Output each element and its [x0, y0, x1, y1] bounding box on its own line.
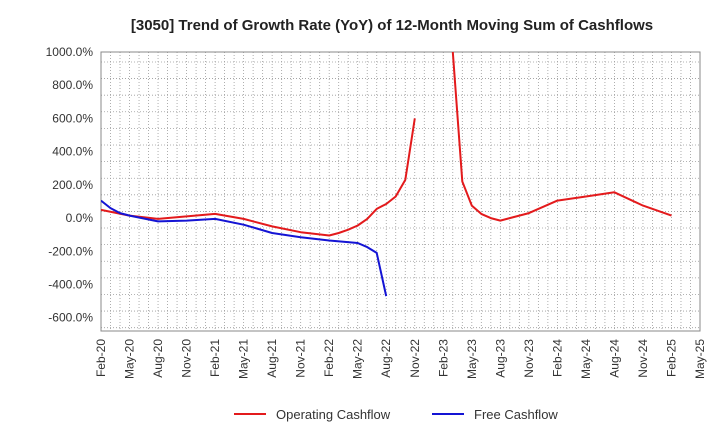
- series-line-operating-cashflow: [451, 51, 672, 222]
- x-tick-label: Nov-22: [408, 339, 422, 378]
- x-tick-label: May-23: [465, 339, 479, 379]
- legend-label: Operating Cashflow: [276, 407, 391, 422]
- x-tick-label: May-22: [351, 339, 365, 379]
- grid: [101, 52, 700, 331]
- y-tick-label: 400.0%: [52, 145, 93, 159]
- x-tick-label: Aug-23: [493, 339, 507, 378]
- x-tick-label: Feb-24: [550, 339, 564, 377]
- x-tick-label: May-20: [123, 339, 137, 379]
- x-tick-label: Feb-23: [436, 339, 450, 377]
- x-tick-label: May-25: [693, 339, 707, 379]
- y-tick-label: -200.0%: [48, 244, 93, 258]
- x-tick-label: Aug-22: [379, 339, 393, 378]
- x-tick-label: Feb-25: [664, 339, 678, 377]
- y-tick-label: 0.0%: [66, 211, 94, 225]
- y-tick-label: -600.0%: [48, 311, 93, 325]
- chart-title: [3050] Trend of Growth Rate (YoY) of 12-…: [131, 17, 653, 34]
- x-tick-label: Nov-21: [294, 339, 308, 378]
- legend-label: Free Cashflow: [474, 407, 558, 422]
- x-tick-label: Feb-22: [322, 339, 336, 377]
- x-tick-label: May-24: [579, 339, 593, 379]
- y-tick-label: 600.0%: [52, 111, 93, 125]
- x-tick-label: Nov-24: [636, 339, 650, 378]
- y-tick-label: 200.0%: [52, 178, 93, 192]
- x-tick-label: May-21: [237, 339, 251, 379]
- x-tick-label: Feb-20: [94, 339, 108, 377]
- legend: Operating Cashflow Free Cashflow: [234, 407, 558, 422]
- series-lines: [101, 51, 672, 297]
- y-tick-label: -400.0%: [48, 278, 93, 292]
- y-tick-label: 1000.0%: [46, 45, 94, 59]
- x-tick-label: Feb-21: [208, 339, 222, 377]
- x-tick-label: Aug-21: [265, 339, 279, 378]
- x-tick-label: Aug-24: [607, 339, 621, 378]
- x-tick-label: Nov-20: [180, 339, 194, 378]
- series-line-free-cashflow: [101, 199, 388, 297]
- x-axis: Feb-20 May-20 Aug-20 Nov-20 Feb-21 May-21 Aug-…: [94, 339, 707, 379]
- y-tick-label: 800.0%: [52, 78, 93, 92]
- series-line-operating-cashflow: [101, 118, 416, 237]
- x-tick-label: Aug-20: [151, 339, 165, 378]
- x-tick-label: Nov-23: [522, 339, 536, 378]
- y-axis: 1000.0% 800.0% 600.0% 400.0% 200.0% 0.0% -200.…: [46, 45, 94, 325]
- plot-area: [100, 51, 701, 332]
